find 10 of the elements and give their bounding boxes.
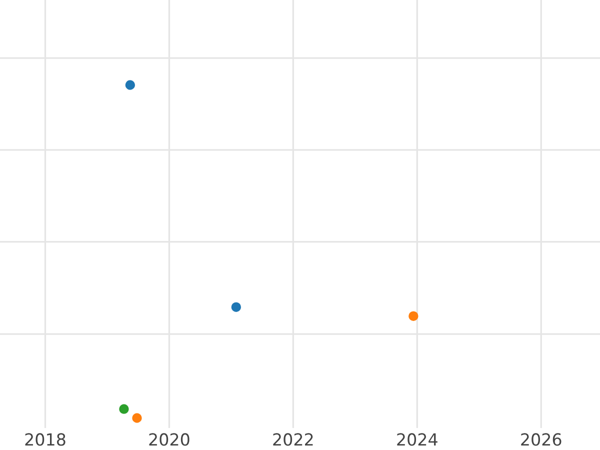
x-tick-label: 2020 xyxy=(149,433,190,446)
x-tick-label: 2024 xyxy=(397,433,438,446)
x-tick-label: 2018 xyxy=(25,433,66,446)
point xyxy=(132,413,142,423)
x-tick-label: 2026 xyxy=(521,433,562,446)
x-tick-label: 2022 xyxy=(273,433,313,446)
point xyxy=(119,404,129,414)
point xyxy=(231,302,242,312)
point xyxy=(125,80,136,90)
point xyxy=(408,311,418,321)
